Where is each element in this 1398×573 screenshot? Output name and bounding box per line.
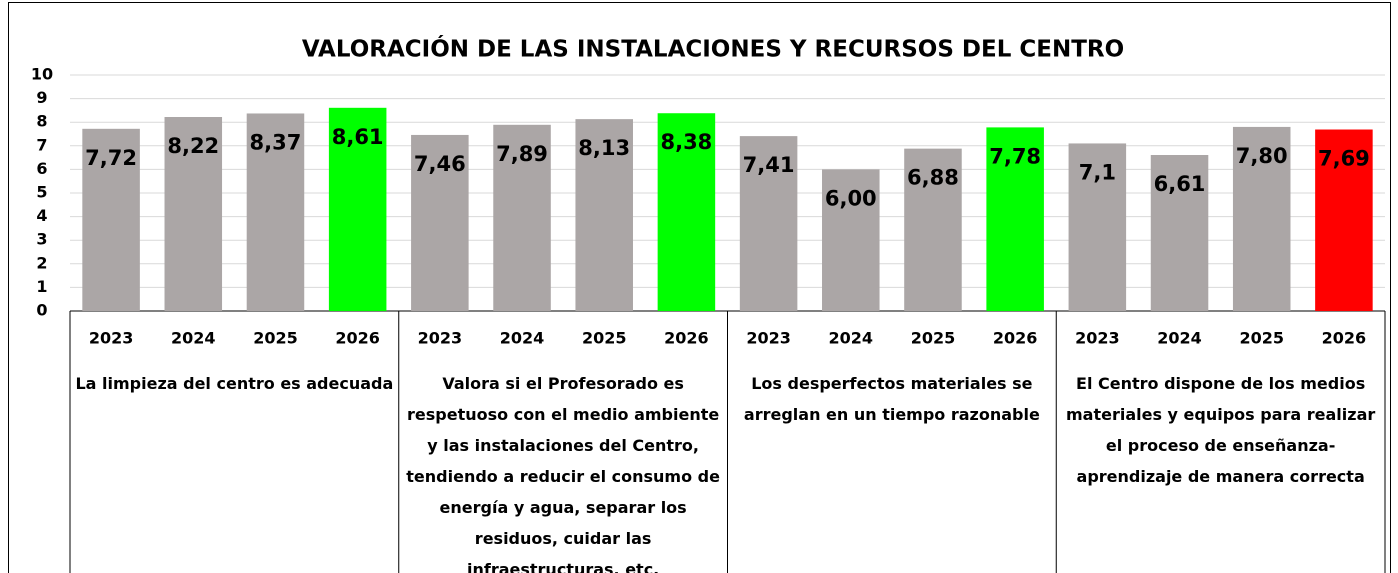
- x-tick-label: 2025: [582, 329, 627, 348]
- frame: [8, 2, 1391, 573]
- bar: [904, 148, 962, 311]
- value-label: 7,72: [85, 146, 137, 170]
- y-tick-label: 9: [36, 88, 47, 107]
- chart-title: VALORACIÓN DE LAS INSTALACIONES Y RECURS…: [302, 35, 1124, 63]
- bar: [328, 107, 387, 311]
- bar: [575, 119, 633, 312]
- bar: [1315, 129, 1373, 311]
- y-tick-label: 4: [36, 206, 47, 225]
- bar: [739, 136, 798, 311]
- value-label: 7,69: [1318, 147, 1370, 171]
- x-tick-label: 2026: [664, 329, 709, 348]
- value-label: 8,38: [660, 130, 712, 154]
- value-label: 8,37: [250, 130, 302, 154]
- y-tick-label: 3: [36, 230, 47, 249]
- bar: [493, 124, 551, 312]
- group-label: El Centro dispone de los medios material…: [1065, 374, 1376, 486]
- y-tick-label: 1: [36, 277, 47, 296]
- value-label: 6,61: [1154, 172, 1206, 196]
- bar: [1150, 155, 1209, 311]
- value-label: 7,41: [743, 153, 795, 177]
- value-label: 6,88: [907, 166, 959, 190]
- x-tick-label: 2023: [746, 329, 791, 348]
- value-label: 7,46: [414, 152, 466, 176]
- value-label: 8,61: [332, 125, 384, 149]
- bar: [82, 128, 140, 311]
- x-tick-label: 2026: [993, 329, 1038, 348]
- bar: [246, 113, 305, 311]
- bar: [164, 117, 223, 312]
- value-label: 7,1: [1079, 160, 1116, 184]
- x-tick-label: 2025: [1239, 329, 1284, 348]
- x-tick-label: 2023: [89, 329, 134, 348]
- group-label: Los desperfectos materiales se arreglan …: [743, 374, 1040, 424]
- y-tick-label: 2: [36, 253, 47, 272]
- x-tick-label: 2026: [335, 329, 380, 348]
- x-tick-label: 2024: [500, 329, 545, 348]
- group-label: Valora si el Profesorado es respetuoso c…: [406, 374, 720, 573]
- y-tick-label: 0: [36, 301, 47, 320]
- x-tick-label: 2023: [418, 329, 463, 348]
- y-tick-label: 8: [36, 112, 47, 131]
- value-label: 6,00: [825, 186, 877, 210]
- x-tick-label: 2023: [1075, 329, 1120, 348]
- bar: [657, 113, 716, 312]
- value-label: 8,22: [167, 134, 219, 158]
- bar: [411, 134, 469, 311]
- bar: [822, 169, 880, 311]
- x-tick-label: 2026: [1322, 329, 1367, 348]
- value-label: 7,89: [496, 142, 548, 166]
- x-tick-label: 2024: [829, 329, 874, 348]
- value-label: 7,78: [989, 144, 1041, 168]
- x-tick-label: 2025: [253, 329, 298, 348]
- x-tick-label: 2024: [1157, 329, 1202, 348]
- y-tick-label: 6: [36, 159, 47, 178]
- value-label: 7,80: [1236, 144, 1288, 168]
- y-tick-label: 10: [31, 65, 53, 84]
- y-tick-label: 7: [36, 135, 47, 154]
- bar: [1232, 126, 1291, 311]
- x-tick-label: 2024: [171, 329, 216, 348]
- y-tick-label: 5: [36, 183, 47, 202]
- bar: [1068, 143, 1127, 311]
- bar: [986, 127, 1044, 311]
- x-tick-label: 2025: [911, 329, 956, 348]
- group-label: La limpieza del centro es adecuada: [75, 374, 394, 393]
- value-label: 8,13: [578, 136, 630, 160]
